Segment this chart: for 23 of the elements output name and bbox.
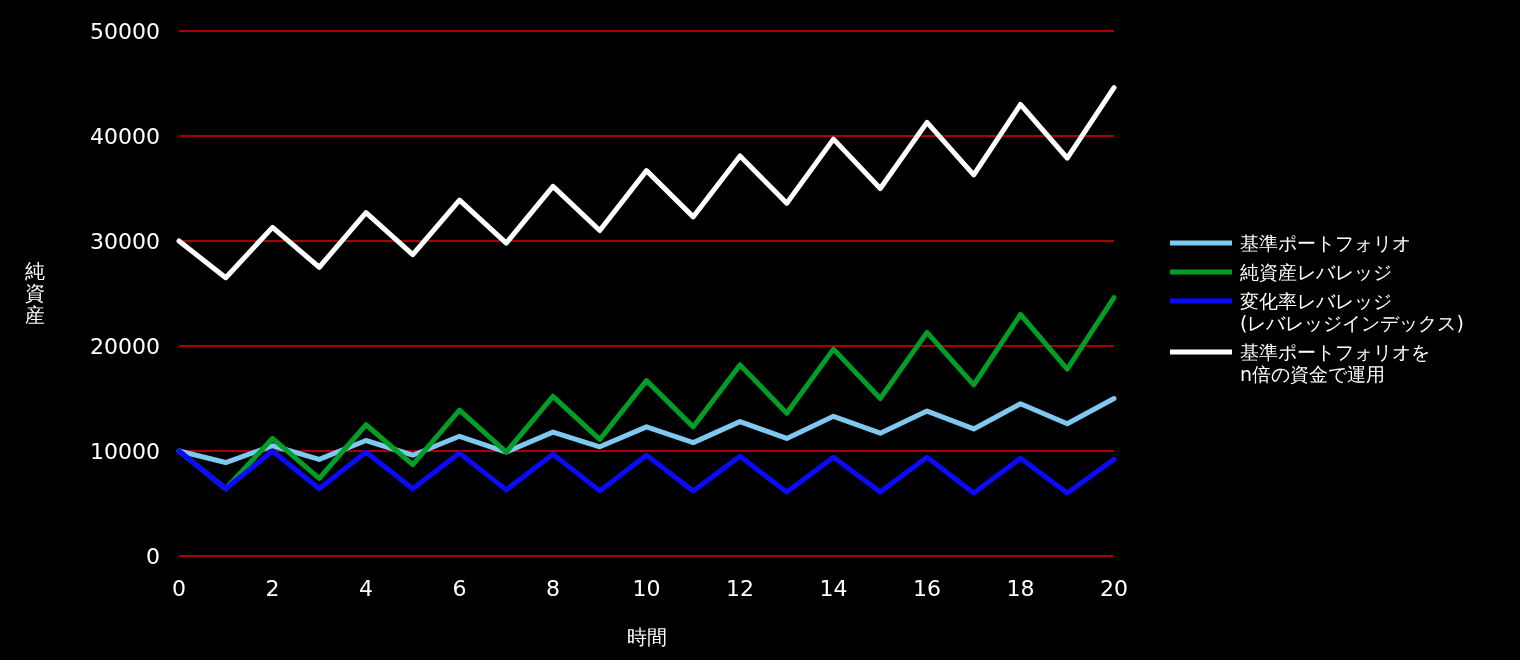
x-tick-label: 18	[1006, 576, 1035, 601]
legend-label: 基準ポートフォリオ	[1240, 232, 1411, 254]
x-axis-title: 時間	[626, 625, 667, 649]
x-tick-label: 16	[913, 576, 941, 601]
y-tick-label: 10000	[90, 439, 160, 464]
y-tick-label: 30000	[90, 229, 160, 254]
y-tick-label: 50000	[90, 19, 160, 44]
y-tick-label: 0	[146, 544, 160, 569]
x-tick-label: 10	[632, 576, 661, 601]
legend-label: 純資産レバレッジ	[1240, 261, 1392, 283]
x-tick-label: 14	[819, 576, 848, 601]
x-tick-label: 4	[359, 576, 373, 601]
legend-label: 変化率レバレッジ (レバレッジインデックス)	[1240, 290, 1464, 334]
x-tick-label: 12	[726, 576, 754, 601]
y-tick-label: 40000	[90, 124, 160, 149]
x-tick-label: 2	[265, 576, 280, 601]
y-axis-title: 純資産	[25, 259, 45, 327]
x-tick-label: 0	[172, 576, 186, 601]
legend-label: 基準ポートフォリオを n倍の資金で運用	[1240, 341, 1430, 385]
x-tick-label: 6	[452, 576, 467, 601]
x-tick-label: 20	[1100, 576, 1128, 601]
x-tick-label: 8	[546, 576, 560, 601]
y-tick-label: 20000	[90, 334, 160, 359]
